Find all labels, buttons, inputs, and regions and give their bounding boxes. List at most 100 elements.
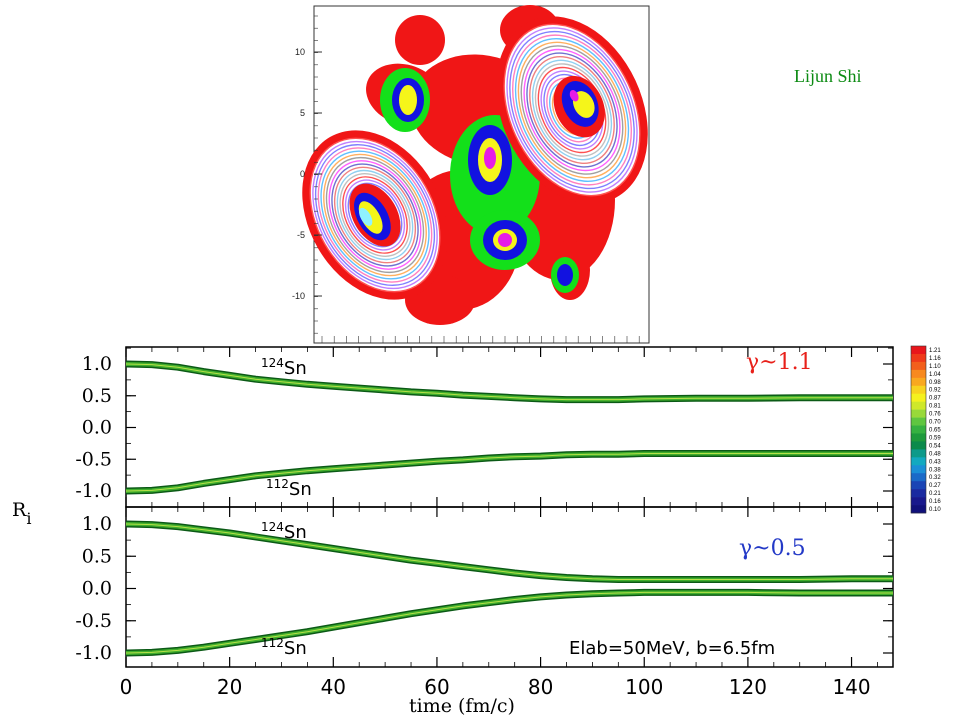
contour-ring [328,160,422,270]
x-axis-label: time (fm/c) [409,695,515,717]
series-line-124Sn [125,363,893,401]
contour-ring [534,63,610,157]
colorbar-swatch [911,425,926,434]
y-tick-label: 0.0 [82,578,112,600]
x-tick-label: 120 [729,675,767,699]
colorbar-swatch [911,465,926,474]
colorbar-label: 0.16 [929,499,941,505]
nucleus-core [569,90,579,102]
colorbar-swatch [911,417,926,426]
colorbar-swatch [911,369,926,379]
colorbar-swatch [911,409,926,418]
y-tick-label: 1.0 [82,513,112,535]
bottom-panel-frame [125,506,894,668]
x-tick-label: 20 [217,675,242,699]
colorbar-label: 0.81 [929,404,941,410]
colorbar-swatch [911,393,926,402]
x-tick-label: 80 [528,675,553,699]
colorbar-swatch [911,481,926,490]
series-band-outline [125,450,893,495]
colorbar-label: 0.21 [929,491,941,497]
contour-region [498,233,512,247]
contour-ring [517,41,627,179]
x-tick-label: 60 [424,675,449,699]
author-credit: Lijun Shi [794,66,862,86]
y-tick-label: 0.5 [82,385,112,407]
colorbar-swatch [911,497,926,506]
label-112sn-bottom: 112Sn [261,636,307,659]
contour-ring [325,156,425,274]
label-112sn-top: 112Sn [266,477,312,500]
contour-ring [529,56,615,164]
colorbar-swatch [911,346,926,355]
colorbar-label: 0.48 [929,451,941,457]
contour-ring [514,38,630,182]
colorbar-frame [910,345,927,514]
nucleus-core [359,207,373,226]
contour-ring [312,140,438,290]
colorbar: 1.21 1.16 1.10 1.04 0.98 0.92 0.87 0.81 0.76 0.70… [910,345,941,514]
series-line-112Sn [125,453,893,492]
y-tick-label: 0.5 [82,545,112,567]
contour-ring [314,144,436,286]
colorbar-label: 1.04 [929,372,941,378]
series-line-124Sn [125,523,893,580]
colorbar-label: 0.38 [929,467,941,473]
contour-blobs [302,5,648,325]
colorbar-label: 0.27 [929,483,941,489]
contour-ring [509,30,635,190]
contour-region [399,85,417,115]
contour-ring [531,59,613,161]
x-tick-label: 40 [321,675,346,699]
colorbar-label: 0.10 [929,507,941,513]
contour-ring [511,34,633,186]
contour-y-tick-label: -10 [292,291,305,301]
colorbar-label: 0.70 [929,420,941,426]
contour-ring [336,169,414,261]
label-124sn-bottom: 124Sn [261,520,307,543]
contour-ring [333,166,417,264]
colorbar-swatch [911,385,926,395]
colorbar-label: 0.43 [929,459,941,465]
colorbar-swatch [911,377,926,387]
y-tick-label: -0.5 [75,610,112,632]
colorbar-label: 0.92 [929,388,941,394]
beam-annotation: Elab=50MeV, b=6.5fm [569,638,775,659]
colorbar-label: 0.65 [929,427,941,433]
colorbar-swatch [911,401,926,410]
contour-ring [523,48,621,172]
colorbar-swatch [911,473,926,482]
gamma-1-1-label: γ~1.1 [746,350,813,375]
colorbar-swatch [911,449,926,458]
contour-ring [323,153,427,277]
contour-ring [320,150,430,280]
colorbar-swatch [911,441,926,450]
contour-y-ticks: 10 5 0 -5 -10 [292,15,322,334]
colorbar-label: 1.21 [929,348,941,354]
contour-region [484,147,496,169]
colorbar-label: 0.87 [929,396,941,402]
contour-y-tick-label: 5 [300,108,305,118]
y-axis-label: Ri [12,499,31,528]
y-tick-label: 1.0 [82,353,112,375]
colorbar-label: 0.54 [929,443,941,449]
y-tick-labels: 1.0 0.5 0.0 -0.5 -1.0 1.0 0.5 0.0 -0.5 -1.0 [75,353,112,664]
y-tick-label: -0.5 [75,448,112,470]
contour-ring [344,179,406,251]
contour-y-tick-label: -5 [297,230,305,240]
colorbar-label: 1.16 [929,356,941,362]
colorbar-swatch [911,433,926,442]
contour-ring [342,176,408,254]
label-124sn-top: 124Sn [261,356,307,379]
contour-ring [520,45,624,175]
colorbar-label: 0.32 [929,475,941,481]
ratio-curves [125,360,893,657]
colorbar-label: 0.98 [929,380,941,386]
colorbar-swatch [911,505,926,514]
colorbar-swatch [911,361,926,371]
colorbar-swatch [911,353,926,363]
contour-region [395,15,445,65]
series-line-112Sn [125,591,893,654]
contour-ring [506,27,638,193]
